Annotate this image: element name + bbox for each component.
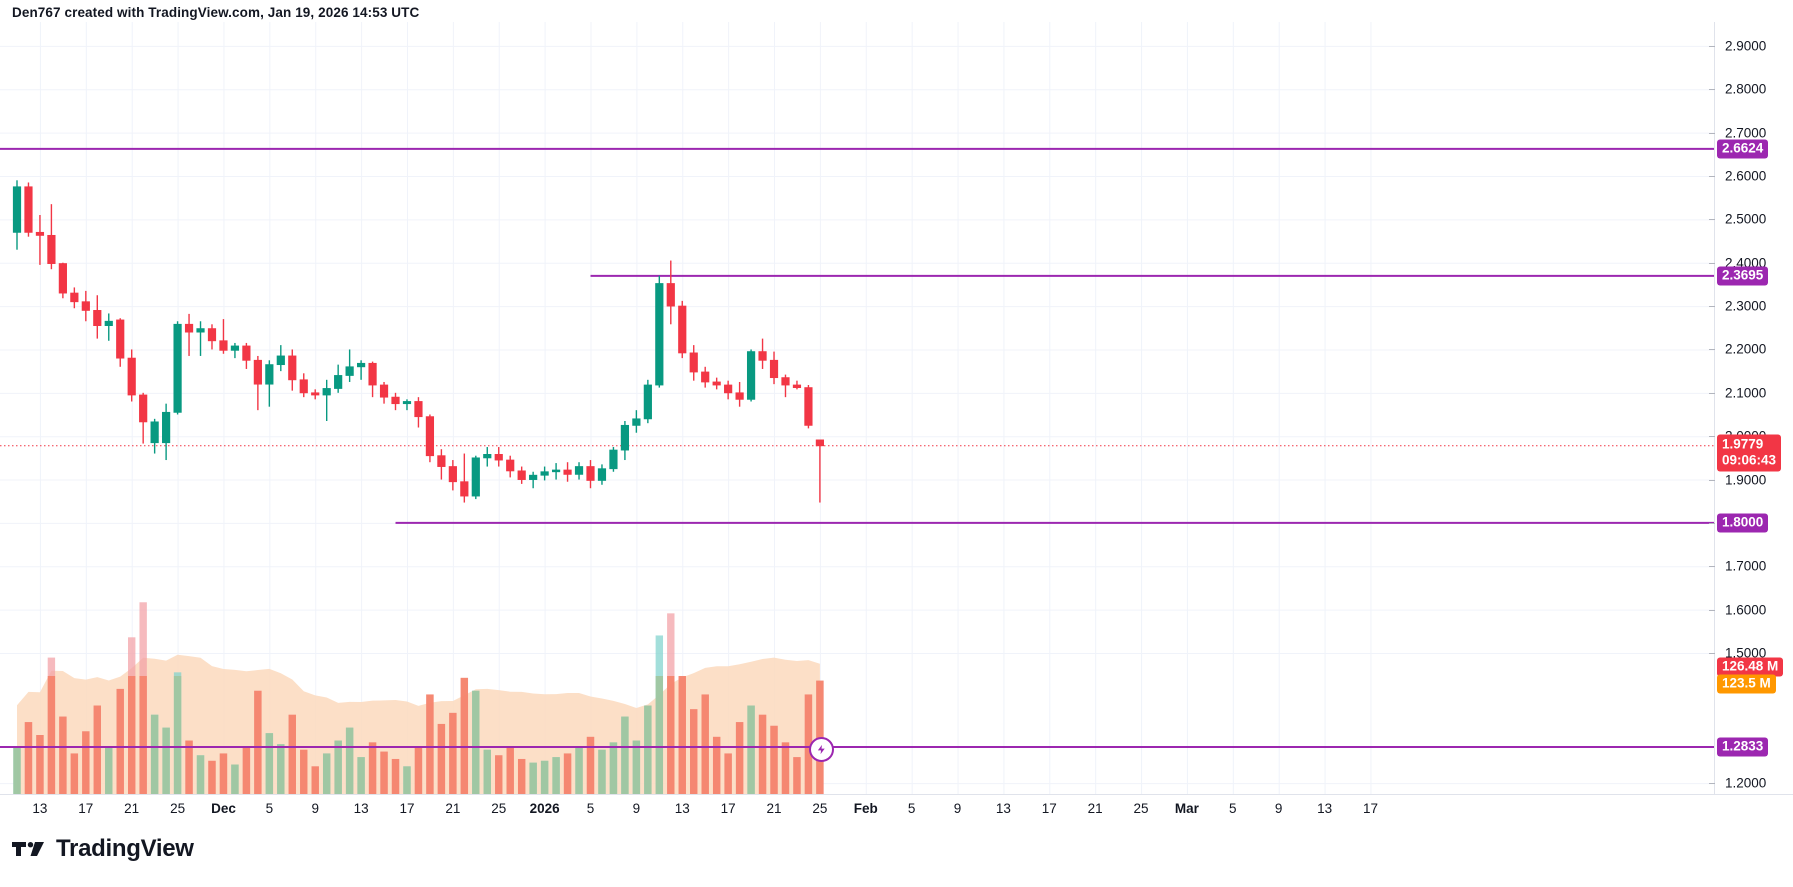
time-axis-tick: 17 <box>78 801 94 816</box>
price-axis-tickmark <box>1709 609 1715 611</box>
chart-footer: TradingView <box>0 824 1793 887</box>
chart-canvas <box>0 22 1714 794</box>
volume-badge-0[interactable]: 126.48 M <box>1717 657 1784 677</box>
time-axis-tick: 5 <box>907 801 916 816</box>
price-axis-tick: 2.8000 <box>1725 81 1767 97</box>
price-axis-tick: 1.2000 <box>1725 775 1767 791</box>
price-axis-tick: 1.7000 <box>1725 558 1767 574</box>
time-axis-tick: 2026 <box>529 801 560 816</box>
time-axis-tick: 5 <box>265 801 274 816</box>
time-axis-tick: Mar <box>1174 801 1199 816</box>
price-axis-tickmark <box>1709 89 1715 91</box>
price-badge-resistance[interactable]: 2.6624 <box>1717 139 1769 159</box>
time-axis[interactable]: 13 17 21 25 Dec 5 9 13 17 21 25 2026 5 9 13 17 21 25 Feb 5 9… <box>0 794 1793 825</box>
price-axis-tickmark <box>1709 479 1715 481</box>
price-axis-tickmark <box>1709 436 1715 438</box>
time-axis-tick: 25 <box>491 801 507 816</box>
time-axis-tick: 21 <box>1087 801 1103 816</box>
price-axis-tickmark <box>1709 306 1715 308</box>
price-axis-tickmark <box>1709 132 1715 134</box>
time-axis-tick: 9 <box>632 801 641 816</box>
price-axis-tickmark <box>1709 653 1715 655</box>
volume-badge-1[interactable]: 123.5 M <box>1717 674 1776 694</box>
price-axis-tickmark <box>1709 45 1715 47</box>
price-axis-tick: 1.5000 <box>1725 645 1767 661</box>
price-axis-tickmark <box>1709 219 1715 221</box>
time-axis-tick: 25 <box>812 801 828 816</box>
time-axis-tick: 21 <box>766 801 782 816</box>
time-axis-tick: 17 <box>399 801 415 816</box>
time-axis-tick: 9 <box>953 801 962 816</box>
time-axis-tick: 21 <box>445 801 461 816</box>
price-badge-support[interactable]: 1.8000 <box>1717 513 1769 533</box>
time-axis-tick: 17 <box>720 801 736 816</box>
chart-plot-area[interactable] <box>0 22 1714 794</box>
price-axis-tick: 2.6000 <box>1725 168 1767 184</box>
attribution-text: Den767 created with TradingView.com, Jan… <box>12 5 420 20</box>
price-axis-tickmark <box>1709 349 1715 351</box>
time-axis-tick: Feb <box>853 801 878 816</box>
price-axis-tick: 2.5000 <box>1725 211 1767 227</box>
price-axis-tickmark <box>1709 783 1715 785</box>
price-axis[interactable]: 2.9000 2.8000 2.7000 2.6000 2.5000 2.4000 2.30… <box>1709 22 1793 794</box>
time-axis-tick: 5 <box>586 801 595 816</box>
price-axis-tick: 2.7000 <box>1725 125 1767 141</box>
price-axis-tick: 2.3000 <box>1725 298 1767 314</box>
lightning-bolt-glyph <box>818 744 826 754</box>
price-axis-tickmark <box>1709 262 1715 264</box>
price-badge-countdown: 09:06:43 <box>1722 452 1777 468</box>
price-badge-resistance[interactable]: 2.3695 <box>1717 266 1769 286</box>
time-axis-tick: 13 <box>995 801 1011 816</box>
price-badge-support[interactable]: 1.2833 <box>1717 737 1769 757</box>
tradingview-logo-icon <box>12 842 44 856</box>
price-badge-last[interactable]: 1.9779 09:06:43 <box>1717 434 1782 472</box>
tradingview-logo[interactable]: TradingView <box>12 835 194 863</box>
price-axis-tickmark <box>1709 392 1715 394</box>
time-axis-tick: 13 <box>32 801 48 816</box>
time-axis-tick: 21 <box>124 801 140 816</box>
price-axis-tick: 2.2000 <box>1725 341 1767 357</box>
tradingview-logo-text: TradingView <box>56 835 194 862</box>
price-axis-tickmark <box>1709 522 1715 524</box>
time-axis-tick: 9 <box>1274 801 1283 816</box>
price-axis-tick: 1.9000 <box>1725 472 1767 488</box>
time-axis-tick: 13 <box>674 801 690 816</box>
time-axis-tick: 17 <box>1041 801 1057 816</box>
price-axis-tick: 1.6000 <box>1725 602 1767 618</box>
time-axis-tick: 13 <box>353 801 369 816</box>
price-axis-tickmark <box>1709 566 1715 568</box>
time-axis-tick: Dec <box>211 801 236 816</box>
time-axis-tick: 25 <box>1133 801 1149 816</box>
time-axis-tick: 25 <box>170 801 186 816</box>
time-axis-tick: 5 <box>1229 801 1237 816</box>
price-axis-tick: 2.1000 <box>1725 385 1767 401</box>
time-axis-tick: 17 <box>1362 801 1378 816</box>
time-axis-tick: 9 <box>311 801 319 816</box>
price-axis-tick: 2.9000 <box>1725 38 1767 54</box>
price-axis-tickmark <box>1709 175 1715 177</box>
lightning-anchor-icon[interactable] <box>809 736 835 762</box>
time-axis-tick: 13 <box>1317 801 1333 816</box>
